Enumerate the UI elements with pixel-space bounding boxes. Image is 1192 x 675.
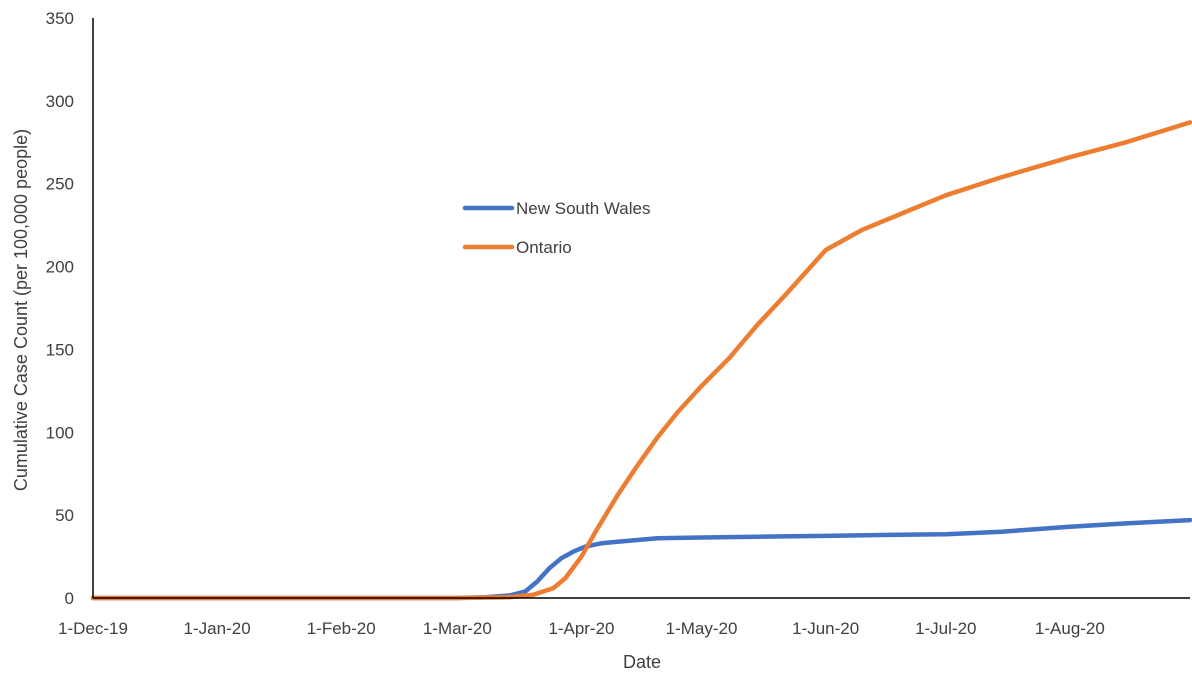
x-tick-label: 1-May-20 — [666, 619, 738, 638]
y-tick-label: 100 — [46, 423, 74, 442]
y-axis-title-group: Cumulative Case Count (per 100,000 peopl… — [11, 129, 31, 491]
x-tick-label: 1-Feb-20 — [307, 619, 376, 638]
y-tick-label: 200 — [46, 258, 74, 277]
x-tick-labels: 1-Dec-19 1-Jan-20 1-Feb-20 1-Mar-20 1-Apr-20… — [58, 619, 1105, 638]
x-axis-title: Date — [623, 652, 661, 672]
y-tick-label: 350 — [46, 9, 74, 28]
x-tick-label: 1-Jun-20 — [792, 619, 859, 638]
x-tick-label: 1-Dec-19 — [58, 619, 128, 638]
legend: New South Wales Ontario — [462, 199, 650, 257]
x-tick-label: 1-Jul-20 — [915, 619, 976, 638]
legend-label-ontario: Ontario — [516, 238, 572, 257]
y-tick-labels: 0 50 100 150 200 250 300 350 — [46, 9, 74, 608]
y-axis-title: Cumulative Case Count (per 100,000 peopl… — [11, 129, 31, 491]
legend-label-new-south-wales: New South Wales — [516, 199, 650, 218]
y-tick-label: 250 — [46, 175, 74, 194]
y-tick-label: 50 — [55, 506, 74, 525]
series-layer — [90, 120, 1192, 601]
series-line-new-south-wales — [90, 517, 1192, 601]
x-tick-label: 1-Mar-20 — [423, 619, 492, 638]
x-tick-label: 1-Aug-20 — [1035, 619, 1105, 638]
x-tick-label: 1-Jan-20 — [184, 619, 251, 638]
y-tick-label: 150 — [46, 340, 74, 359]
series-line-ontario — [90, 120, 1192, 601]
y-tick-label: 300 — [46, 92, 74, 111]
x-tick-label: 1-Apr-20 — [548, 619, 614, 638]
y-tick-label: 0 — [65, 589, 74, 608]
